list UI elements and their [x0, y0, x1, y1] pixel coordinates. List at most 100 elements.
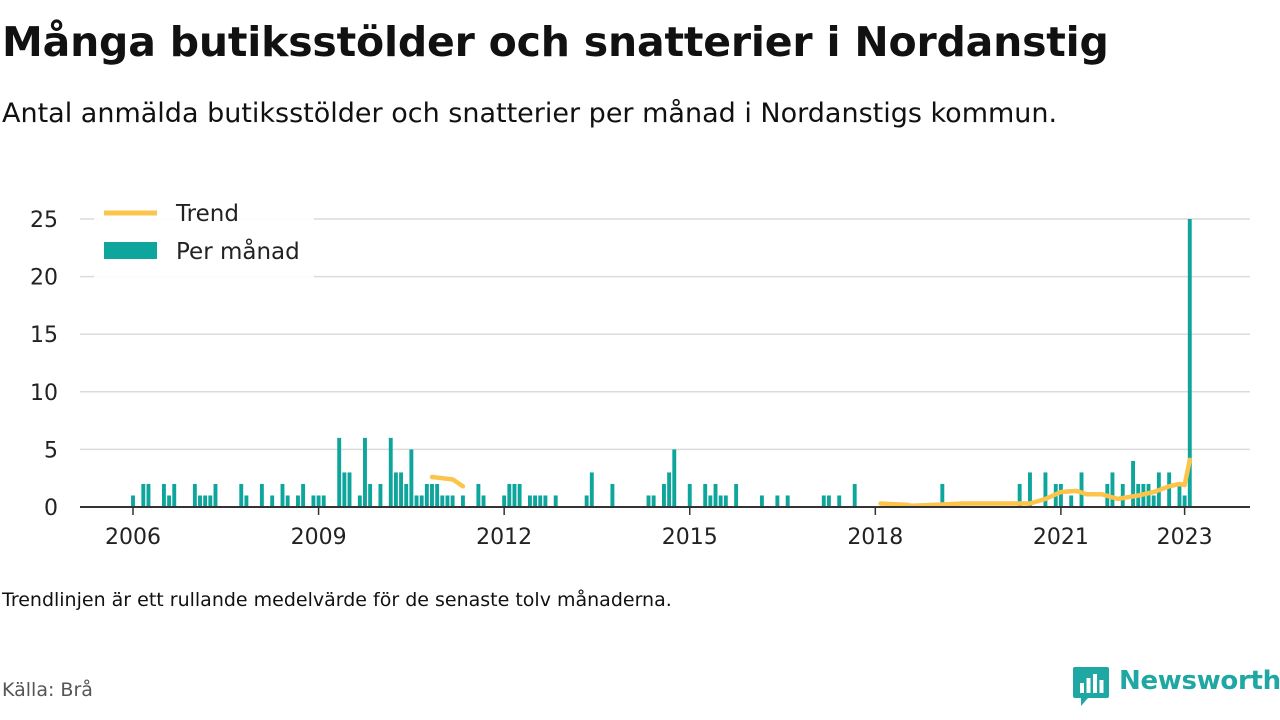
- y-tick-label: 0: [44, 496, 58, 521]
- bar: [450, 495, 455, 507]
- y-tick-label: 20: [30, 266, 58, 291]
- chart-area: 0 5 10 15 20 25 2006 2009 2012 2015 2018 2021 2023 T…: [30, 201, 1250, 550]
- bar: [940, 483, 945, 507]
- bar: [259, 483, 264, 507]
- bar-series: [131, 219, 1192, 507]
- legend-trend-label: Trend: [175, 201, 239, 227]
- legend-bar-swatch: [104, 242, 157, 259]
- bar: [852, 483, 857, 507]
- bar: [734, 483, 739, 507]
- bar: [430, 483, 434, 507]
- bar: [723, 495, 728, 507]
- bar: [409, 449, 414, 507]
- bar: [476, 483, 481, 507]
- bar: [167, 495, 172, 507]
- bar: [404, 483, 409, 507]
- x-tick-label: 2021: [1033, 525, 1089, 550]
- bar: [651, 495, 656, 507]
- bar: [146, 483, 151, 507]
- bar: [687, 483, 692, 507]
- bar: [363, 437, 367, 507]
- bar: [1187, 219, 1192, 507]
- bar: [192, 483, 197, 507]
- bar: [718, 495, 723, 507]
- bar: [388, 437, 393, 507]
- bar: [1120, 483, 1125, 507]
- bar: [527, 495, 532, 507]
- bar: [285, 495, 290, 507]
- bar: [703, 483, 708, 507]
- y-tick-label: 15: [30, 323, 58, 348]
- bar: [481, 495, 486, 507]
- bar: [399, 472, 404, 507]
- y-tick-label: 25: [30, 208, 58, 233]
- bar: [821, 495, 826, 507]
- bar: [517, 483, 522, 507]
- bar: [646, 495, 651, 507]
- bar: [393, 472, 398, 507]
- y-tick-label: 5: [44, 438, 58, 463]
- bar: [435, 483, 440, 507]
- legend-bar-label: Per månad: [176, 237, 300, 265]
- bar: [785, 495, 790, 507]
- trend-series: [429, 457, 1193, 509]
- bar: [419, 495, 424, 507]
- bar: [141, 483, 146, 507]
- bar: [708, 495, 713, 507]
- brand-name: Newsworthy: [1119, 666, 1280, 696]
- bar: [1131, 460, 1136, 507]
- chart-title: Många butiksstölder och snatterier i Nor…: [2, 18, 1109, 66]
- bar: [759, 495, 764, 507]
- bar: [244, 495, 249, 507]
- bar: [440, 495, 445, 507]
- bar: [1069, 495, 1074, 507]
- bar: [713, 483, 718, 507]
- bar: [512, 483, 517, 507]
- brand-logo: Newsworthy: [1072, 664, 1280, 708]
- bar: [553, 495, 558, 507]
- bar: [161, 483, 166, 507]
- bar: [316, 495, 321, 507]
- bar: [414, 495, 419, 507]
- bar: [208, 495, 213, 507]
- bar: [1146, 483, 1151, 507]
- bar: [424, 483, 429, 507]
- bar: [533, 495, 538, 507]
- chart-subtitle: Antal anmälda butiksstölder och snatteri…: [2, 98, 1058, 129]
- bar: [1043, 472, 1048, 507]
- trend-line: [878, 457, 1193, 509]
- y-tick-label: 10: [30, 381, 58, 406]
- bar: [337, 437, 342, 507]
- source-text: Källa: Brå: [2, 679, 93, 701]
- bar: [301, 483, 306, 507]
- bar: [378, 483, 383, 507]
- bar: [239, 483, 244, 507]
- bar: [1151, 495, 1156, 507]
- bar: [507, 483, 512, 507]
- bar: [311, 495, 316, 507]
- bar: [131, 495, 135, 507]
- bar: [538, 495, 543, 507]
- bar: [672, 449, 677, 507]
- bar: [502, 495, 507, 507]
- bar: [662, 483, 666, 507]
- bar: [1182, 495, 1187, 507]
- newsworthy-icon: [1073, 667, 1109, 706]
- bar: [203, 495, 208, 507]
- bar: [213, 483, 218, 507]
- bar: [1110, 472, 1115, 507]
- bar: [445, 495, 450, 507]
- bar: [368, 483, 373, 507]
- bar: [357, 495, 362, 507]
- x-tick-label: 2023: [1157, 525, 1213, 550]
- bar: [1058, 483, 1063, 507]
- x-tick-label: 2006: [105, 525, 161, 550]
- bar: [270, 495, 275, 507]
- x-tick-label: 2012: [476, 525, 532, 550]
- bar: [280, 483, 285, 507]
- x-tick-label: 2009: [291, 525, 347, 550]
- bar: [826, 495, 831, 507]
- bar: [1028, 472, 1032, 507]
- bar: [775, 495, 780, 507]
- bar: [172, 483, 177, 507]
